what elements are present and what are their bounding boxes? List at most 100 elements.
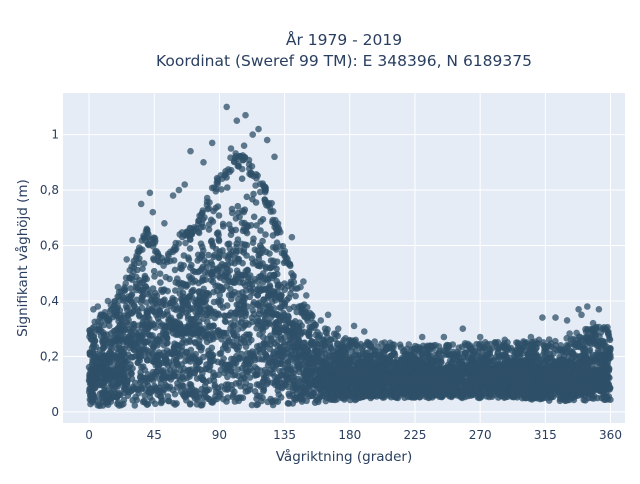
data-point (192, 395, 199, 402)
data-point (160, 287, 167, 294)
data-point (122, 334, 129, 341)
data-point (278, 394, 285, 401)
data-point (124, 357, 131, 364)
data-point (135, 390, 142, 397)
data-point (172, 279, 179, 286)
data-point (215, 310, 222, 317)
data-point (269, 359, 276, 366)
data-point (151, 294, 158, 301)
data-point (127, 297, 134, 304)
data-point (248, 337, 255, 344)
data-point (131, 302, 138, 309)
data-point (221, 330, 228, 337)
data-point (137, 384, 144, 391)
data-point (116, 342, 123, 349)
data-point (332, 359, 339, 366)
data-point (157, 279, 164, 286)
data-point (220, 304, 227, 311)
data-point (137, 350, 144, 357)
data-point (164, 373, 171, 380)
data-point (233, 380, 240, 387)
data-point (345, 359, 352, 366)
data-point (151, 268, 158, 275)
data-point (261, 340, 268, 347)
data-point (296, 328, 303, 335)
data-point (287, 336, 294, 343)
data-point (217, 274, 224, 281)
data-point (258, 383, 265, 390)
data-point (286, 400, 293, 407)
data-point (112, 384, 119, 391)
data-point (138, 377, 145, 384)
data-point (161, 342, 168, 349)
data-point (266, 291, 273, 298)
data-point (239, 260, 246, 267)
data-point (292, 395, 299, 402)
data-point (276, 377, 283, 384)
data-point (200, 277, 207, 284)
data-point (483, 365, 490, 372)
data-point (347, 397, 354, 404)
data-point (299, 366, 306, 373)
data-point (197, 374, 204, 381)
data-point (241, 323, 248, 330)
data-point (198, 240, 205, 247)
data-point (210, 254, 217, 261)
data-point (100, 402, 107, 409)
data-point (241, 209, 248, 216)
data-point (209, 261, 216, 268)
data-point (176, 312, 183, 319)
data-point (150, 344, 157, 351)
data-point (181, 365, 188, 372)
data-point (179, 306, 186, 313)
data-point (250, 236, 257, 243)
data-point (184, 294, 191, 301)
data-point (154, 368, 161, 375)
data-point (252, 276, 259, 283)
chart-title-line-2: Koordinat (Sweref 99 TM): E 348396, N 61… (156, 52, 532, 70)
data-point (109, 353, 116, 360)
data-point (241, 339, 248, 346)
data-point (186, 337, 193, 344)
data-point (243, 224, 250, 231)
data-point (163, 274, 170, 281)
data-point (254, 286, 261, 293)
data-point (431, 373, 438, 380)
data-point (127, 310, 134, 317)
data-point (180, 376, 187, 383)
data-point (215, 236, 222, 243)
data-point (229, 386, 236, 393)
data-point (489, 374, 496, 381)
data-point (242, 384, 249, 391)
data-point (183, 349, 190, 356)
data-point (214, 230, 221, 237)
data-point (260, 216, 267, 223)
data-point (195, 308, 202, 315)
data-point (260, 246, 267, 253)
data-point (409, 377, 416, 384)
data-point (233, 215, 240, 222)
chart-title-line-1: År 1979 - 2019 (286, 30, 402, 49)
data-point (266, 250, 273, 257)
data-point (178, 262, 185, 269)
data-point (232, 255, 239, 262)
data-point (260, 334, 267, 341)
data-point (104, 392, 111, 399)
data-point (571, 368, 578, 375)
data-point (262, 316, 269, 323)
data-point (290, 322, 297, 329)
data-point (228, 231, 235, 238)
data-point (131, 324, 138, 331)
data-point (530, 380, 537, 387)
data-point (234, 267, 241, 274)
data-point (280, 317, 287, 324)
data-point (230, 359, 237, 366)
data-point (258, 274, 265, 281)
data-point (197, 367, 204, 374)
data-point (130, 385, 137, 392)
data-point (302, 385, 309, 392)
data-point (280, 352, 287, 359)
data-point (292, 293, 299, 300)
data-point (265, 276, 272, 283)
